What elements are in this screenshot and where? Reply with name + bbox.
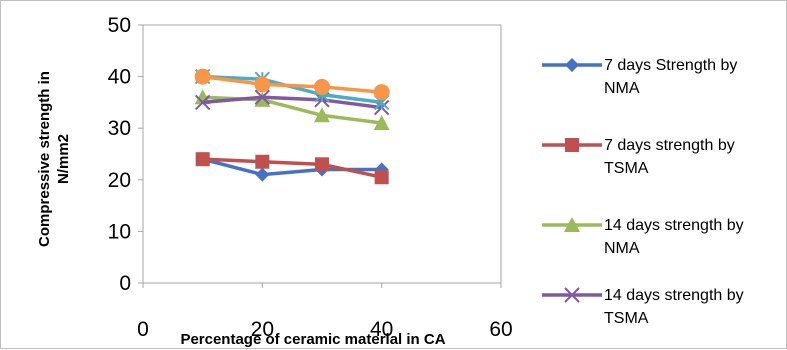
legend-marker [564, 287, 580, 303]
legend-marker [565, 58, 579, 72]
data-point [373, 115, 390, 131]
y-tick-label: 10 [108, 220, 131, 243]
x-tick-label: 0 [137, 318, 149, 341]
legend-label: TSMA [604, 310, 649, 327]
x-tick-label: 20 [251, 318, 274, 341]
series-line [202, 95, 382, 110]
legend-marker [564, 217, 580, 232]
legend-label: NMA [604, 80, 640, 97]
series-2 [195, 152, 389, 185]
y-axis-title: Compressive strength in N/mm2 [36, 71, 72, 247]
legend-item: 14 days strength by NMA [542, 217, 744, 257]
data-point [254, 91, 271, 107]
legend-marker [565, 138, 579, 152]
data-point [194, 94, 211, 111]
y-axis-ticks: 0 10 20 30 40 50 [108, 14, 143, 295]
data-point [314, 107, 330, 123]
legend: 7 days Strength by NMA 7 days strength by T… [542, 57, 744, 327]
data-point [254, 76, 271, 93]
data-point [315, 157, 329, 172]
x-axis-title: Percentage of ceramic material in CA [180, 331, 445, 348]
data-point [255, 154, 270, 169]
legend-label: NMA [604, 240, 640, 257]
series-6 [194, 68, 390, 101]
series-layer [194, 68, 390, 185]
legend-label: 7 days strength by [604, 137, 735, 154]
x-axis-ticks: 0 20 40 60 [137, 283, 513, 341]
data-point [194, 68, 211, 85]
series-line [202, 74, 382, 94]
x-tick-label: 60 [489, 318, 512, 341]
y-tick-label: 0 [119, 272, 131, 295]
legend-item: 7 days Strength by NMA [542, 57, 737, 97]
data-point [254, 89, 271, 105]
data-point [195, 152, 210, 167]
legend-label: 7 days Strength by [604, 57, 737, 74]
data-point [255, 167, 270, 182]
x-tick-label: 40 [370, 318, 393, 341]
y-tick-label: 40 [108, 66, 131, 89]
data-point [374, 170, 389, 185]
y-axis-title-line: Compressive strength in [36, 71, 53, 247]
series-line [202, 157, 383, 179]
y-tick-label: 50 [108, 14, 131, 37]
data-point [314, 78, 330, 95]
y-axis-title-line: N/mm2 [55, 134, 72, 184]
y-tick-label: 20 [108, 169, 131, 192]
legend-label: TSMA [604, 160, 649, 177]
legend-item: 7 days strength by TSMA [542, 137, 735, 177]
y-tick-label: 30 [108, 117, 131, 140]
data-point [373, 84, 390, 101]
legend-item: 14 days strength by TSMA [542, 287, 744, 327]
legend-label: 14 days strength by [604, 217, 744, 234]
legend-label: 14 days strength by [604, 287, 744, 304]
